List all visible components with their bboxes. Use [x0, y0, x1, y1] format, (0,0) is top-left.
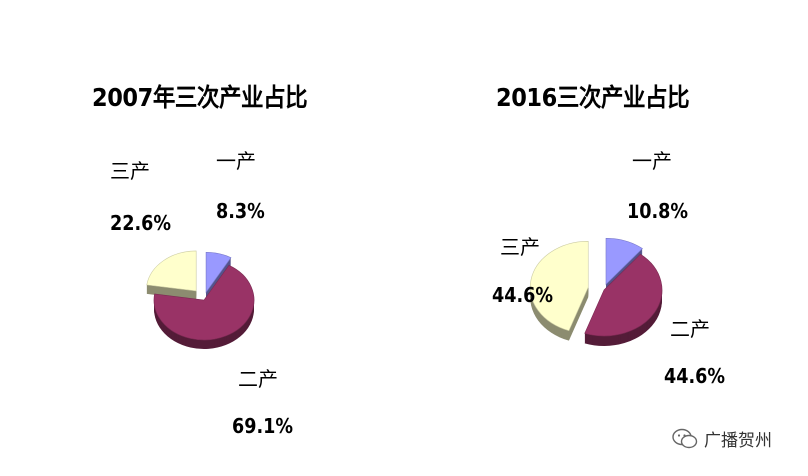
slice-name-2016-primary: 一产	[632, 149, 672, 173]
slice-name-2007-tertiary: 三产	[110, 159, 150, 183]
slice-value-2016-tertiary: 44.6%	[492, 283, 554, 307]
pie-slice-2007-tertiary	[146, 250, 197, 292]
wechat-icon	[672, 428, 698, 448]
watermark: 广播贺州	[672, 426, 772, 451]
slice-value-2016-secondary: 44.6%	[664, 364, 726, 388]
pie-slice-2016-tertiary	[529, 240, 589, 332]
slice-name-2007-primary: 一产	[216, 149, 256, 173]
pie-slice-2007-primary	[205, 251, 232, 294]
slice-value-2007-primary: 8.3%	[216, 199, 265, 223]
chart-title-2016: 2016三次产业占比	[496, 83, 690, 112]
pie-chart-2016	[529, 238, 663, 346]
slice-value-2007-secondary: 69.1%	[232, 414, 294, 438]
slice-name-2016-secondary: 二产	[670, 317, 710, 341]
chart-title-2007: 2007年三次产业占比	[92, 83, 308, 112]
slice-name-2016-tertiary: 三产	[500, 235, 540, 259]
slice-value-2016-primary: 10.8%	[627, 199, 689, 223]
pie-slice-2016-secondary	[584, 253, 663, 337]
pie-slice-2007-secondary	[153, 264, 255, 341]
slice-value-2007-tertiary: 22.6%	[110, 211, 172, 235]
slice-name-2007-secondary: 二产	[238, 367, 278, 391]
watermark-text: 广播贺州	[704, 431, 772, 451]
pie-slice-2016-primary	[605, 238, 643, 286]
pie-chart-2007	[146, 250, 255, 349]
